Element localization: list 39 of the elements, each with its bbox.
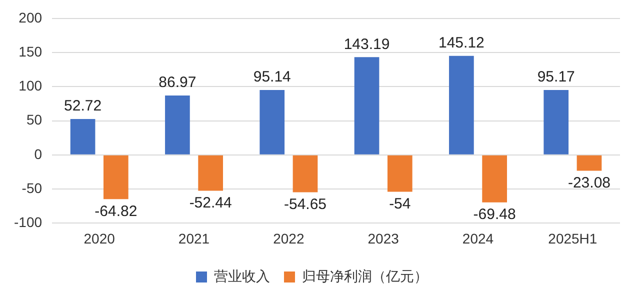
bar: [260, 90, 285, 154]
data-label: -69.48: [473, 206, 516, 224]
y-tick-label: 200: [18, 9, 42, 26]
x-tick-label: 2021: [178, 230, 210, 246]
data-label: 86.97: [158, 74, 196, 92]
data-label: -52.44: [189, 194, 232, 212]
legend-label: 归母净利润（亿元）: [302, 268, 428, 284]
y-tick-label: -100: [14, 214, 42, 230]
x-tick-label: 2023: [368, 230, 400, 246]
bar: [198, 155, 224, 191]
x-tick-label: 2025H1: [548, 230, 598, 246]
data-label: 145.12: [438, 34, 484, 52]
x-tick-label: 2024: [462, 230, 494, 246]
bar: [165, 96, 190, 154]
bar: [387, 155, 412, 192]
bar: [576, 155, 602, 171]
data-label: 95.17: [537, 68, 575, 86]
bar: [482, 155, 507, 202]
legend-label: 营业收入: [214, 268, 270, 284]
y-tick-label: 100: [18, 78, 42, 94]
data-label: 143.19: [344, 36, 390, 53]
y-tick-label: -50: [22, 180, 42, 196]
bar: [70, 118, 96, 154]
bar: [292, 155, 318, 192]
y-tick-label: 150: [18, 43, 42, 60]
bar: [544, 90, 569, 154]
bar: [354, 57, 380, 154]
data-label: -64.82: [94, 202, 138, 220]
x-tick-label: 2022: [273, 230, 304, 246]
data-label: 52.72: [64, 98, 102, 115]
y-tick-label: 0: [34, 146, 42, 162]
x-tick-label: 2020: [84, 230, 116, 246]
data-label: -54.65: [284, 196, 327, 213]
data-label: -54: [389, 195, 411, 212]
bar: [449, 56, 474, 154]
data-label: -23.08: [568, 174, 611, 192]
y-tick-label: 50: [26, 112, 42, 128]
data-label: 95.14: [253, 68, 291, 86]
bar: [103, 155, 128, 200]
